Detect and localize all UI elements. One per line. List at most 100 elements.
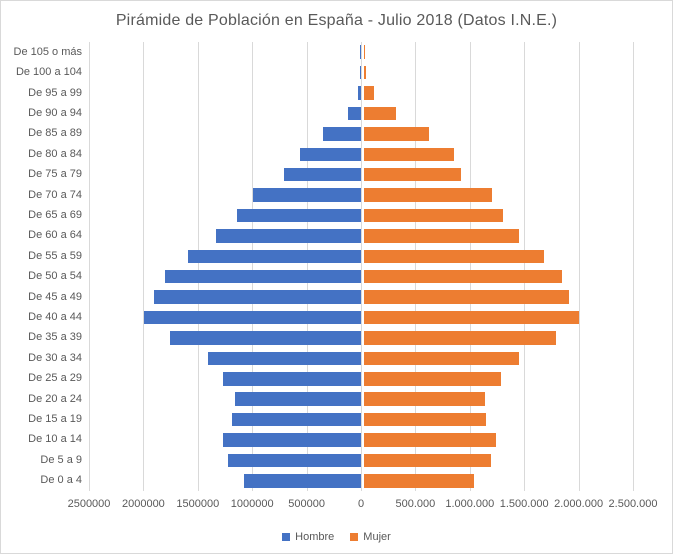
gridline [143,42,145,491]
chart-title: Pirámide de Población en España - Julio … [115,12,558,29]
bar-mujer-20 [364,453,492,468]
bar-hombre-1 [360,65,361,80]
gridline [415,42,417,491]
hombre-swatch-icon [282,533,291,541]
gridline [252,42,254,491]
bar-mujer-5 [364,147,455,161]
gridline [306,42,308,491]
bar-hombre-8 [236,208,361,223]
age-label-16: De 25 a 29 [28,372,82,385]
bar-hombre-2 [358,86,361,100]
bar-mujer-16 [364,372,501,386]
bar-hombre-10 [187,249,361,264]
age-label-17: De 20 a 24 [28,392,82,405]
bar-mujer-9 [364,229,519,243]
x-tick-label-2: 1500000 [176,498,220,510]
bar-hombre-16 [222,372,361,386]
age-label-9: De 60 a 64 [28,229,82,242]
age-label-1: De 100 a 104 [15,66,82,79]
gridline [524,42,526,491]
gridline [89,42,90,491]
x-tick-label-0: 2500000 [67,498,111,510]
bar-hombre-4 [322,127,361,141]
bar-mujer-1 [364,65,366,80]
gridline [469,42,471,491]
age-label-4: De 85 a 89 [28,127,82,140]
bar-mujer-13 [364,310,579,325]
legend-item-hombre: Hombre [282,531,334,543]
x-tick-label-6: 500.000 [395,498,436,510]
age-label-7: De 70 a 74 [28,188,82,201]
x-axis-tick-labels: 2500000 2000000 1500000 1000000 500000 0 500.0… [68,498,658,512]
x-tick-label-7: 1.000.000 [445,498,495,510]
age-label-19: De 10 a 14 [28,433,82,446]
age-label-8: De 65 a 69 [28,208,82,221]
bar-hombre-7 [253,188,361,202]
x-tick-label-4: 500000 [288,498,325,510]
age-label-0: De 105 o más [13,45,82,58]
age-label-11: De 50 a 54 [28,270,82,283]
x-tick-label-9: 2.000.000 [554,498,604,510]
x-tick-label-10: 2.500.000 [608,498,658,510]
bar-hombre-13 [143,310,361,325]
bar-mujer-19 [364,433,496,447]
bar-mujer-7 [364,188,492,202]
bar-mujer-0 [364,45,365,59]
age-label-14: De 35 a 39 [28,331,82,344]
age-label-2: De 95 a 99 [28,86,82,99]
gridline [197,42,199,491]
zero-axis-line [361,42,362,491]
bar-mujer-11 [364,269,562,284]
bar-hombre-3 [347,106,361,121]
bar-hombre-19 [222,433,361,447]
bar-mujer-4 [364,127,430,141]
chart-legend: Hombre Mujer [1,531,672,543]
bar-mujer-17 [364,392,486,406]
age-label-12: De 45 a 49 [28,290,82,303]
bar-mujer-18 [364,412,486,427]
age-label-20: De 5 a 9 [40,453,82,466]
x-tick-label-1: 2000000 [121,498,165,510]
age-label-18: De 15 a 19 [28,413,82,426]
age-label-3: De 90 a 94 [28,106,82,119]
bar-hombre-20 [227,453,361,468]
bar-hombre-11 [165,269,361,284]
legend-item-mujer: Mujer [350,531,391,543]
bar-hombre-0 [360,45,361,59]
plot-area [89,42,634,491]
bar-hombre-18 [232,412,361,427]
age-label-13: De 40 a 44 [28,311,82,324]
bar-mujer-12 [364,290,569,304]
bar-mujer-10 [364,249,544,264]
bar-mujer-3 [364,106,397,121]
bar-mujer-8 [364,208,503,223]
age-label-15: De 30 a 34 [28,351,82,364]
bar-hombre-15 [208,351,361,366]
gridline [633,42,634,491]
bar-mujer-14 [364,331,557,345]
bar-hombre-9 [216,229,361,243]
bar-mujer-15 [364,351,519,366]
legend-label-mujer: Mujer [363,531,391,543]
bar-hombre-6 [284,167,361,182]
age-label-6: De 75 a 79 [28,168,82,181]
x-tick-label-3: 1000000 [230,498,274,510]
y-axis-age-labels: De 105 o más De 100 a 104 De 95 a 99 De 90 … [1,42,82,491]
bar-mujer-21 [364,474,475,488]
bar-mujer-2 [364,86,374,100]
gridline [578,42,580,491]
bar-hombre-17 [234,392,361,406]
x-tick-label-8: 1.500.000 [499,498,549,510]
age-label-10: De 55 a 59 [28,249,82,262]
bar-hombre-21 [244,474,361,488]
age-label-21: De 0 a 4 [40,474,82,487]
legend-label-hombre: Hombre [295,531,335,543]
mujer-swatch-icon [350,533,359,541]
age-label-5: De 80 a 84 [28,147,82,160]
bar-hombre-12 [154,290,361,304]
bar-hombre-14 [170,331,361,345]
x-tick-label-5: 0 [357,498,365,510]
bar-hombre-5 [299,147,361,161]
bar-mujer-6 [364,167,462,182]
